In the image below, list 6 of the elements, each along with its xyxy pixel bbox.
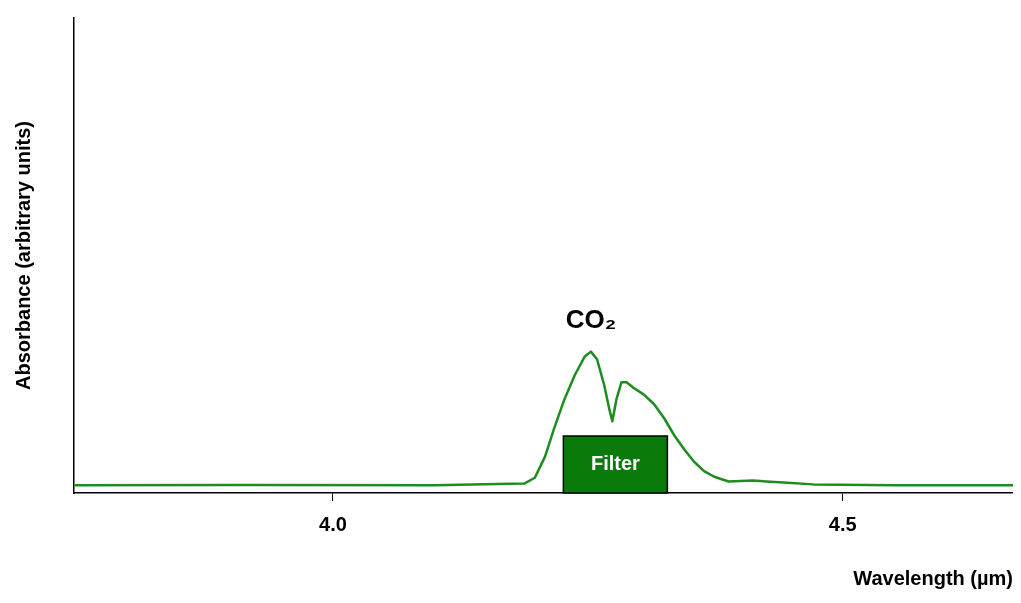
annotation: CO₂ [565,303,617,334]
x-tick-label: 4.5 [828,512,857,535]
x-tick-label: 4.0 [319,512,347,535]
band-label: Filter [590,452,641,475]
x-axis-title: Wavelength (µm) [853,566,1013,589]
y-axis-title: Absorbance (arbitrary units) [11,121,34,390]
